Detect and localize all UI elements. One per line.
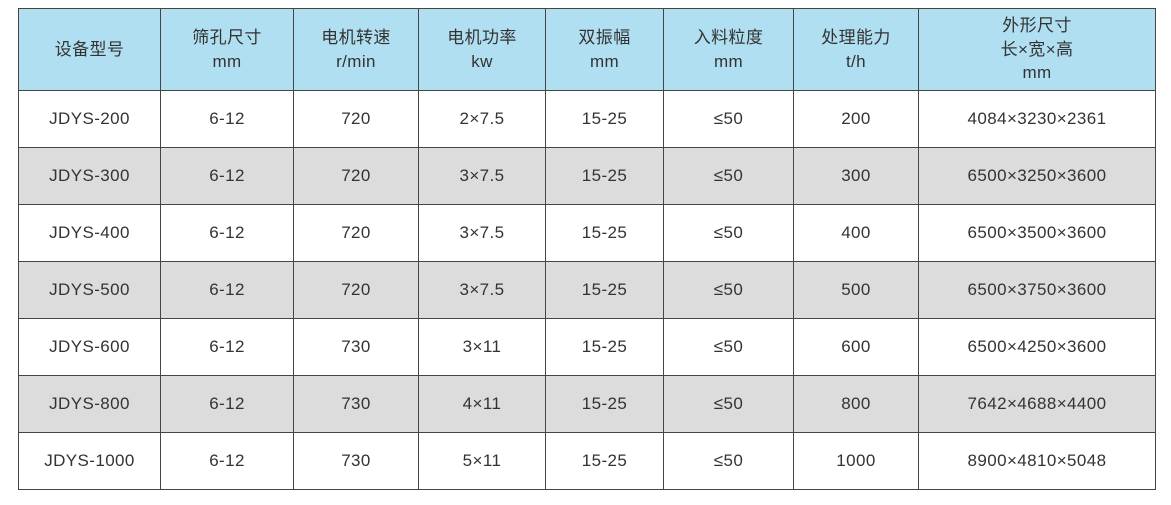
cell-double-amplitude: 15-25	[545, 318, 664, 376]
col-header-title: 电机转速	[321, 28, 391, 48]
cell-feed-size: ≤50	[663, 261, 794, 319]
col-header-dimensions: 外形尺寸 长×宽×高 mm	[918, 8, 1156, 91]
cell-motor-power: 3×7.5	[418, 147, 546, 205]
col-header-unit: mm	[713, 51, 744, 71]
cell-model: JDYS-500	[18, 261, 161, 319]
cell-model: JDYS-300	[18, 147, 161, 205]
col-header-model: 设备型号	[18, 8, 161, 91]
cell-dimensions: 6500×3750×3600	[918, 261, 1156, 319]
table-row: JDYS-800 6-12 730 4×11 15-25 ≤50 800 764…	[18, 375, 1156, 433]
table-row: JDYS-300 6-12 720 3×7.5 15-25 ≤50 300 65…	[18, 147, 1156, 205]
cell-dimensions: 4084×3230×2361	[918, 90, 1156, 148]
cell-double-amplitude: 15-25	[545, 90, 664, 148]
table-row: JDYS-400 6-12 720 3×7.5 15-25 ≤50 400 65…	[18, 204, 1156, 262]
cell-dimensions: 8900×4810×5048	[918, 432, 1156, 490]
cell-screen-hole-size: 6-12	[160, 375, 294, 433]
cell-feed-size: ≤50	[663, 432, 794, 490]
table-row: JDYS-500 6-12 720 3×7.5 15-25 ≤50 500 65…	[18, 261, 1156, 319]
cell-capacity: 800	[793, 375, 919, 433]
cell-motor-speed: 720	[293, 261, 419, 319]
cell-feed-size: ≤50	[663, 318, 794, 376]
cell-screen-hole-size: 6-12	[160, 432, 294, 490]
cell-motor-speed: 720	[293, 147, 419, 205]
cell-screen-hole-size: 6-12	[160, 204, 294, 262]
cell-motor-speed: 720	[293, 204, 419, 262]
cell-feed-size: ≤50	[663, 147, 794, 205]
col-header-motor-power: 电机功率 kw	[418, 8, 546, 91]
cell-screen-hole-size: 6-12	[160, 318, 294, 376]
cell-motor-power: 3×11	[418, 318, 546, 376]
col-header-unit: mm	[212, 51, 242, 71]
cell-motor-speed: 730	[293, 318, 419, 376]
col-header-title: 外形尺寸	[1002, 16, 1072, 36]
cell-motor-speed: 720	[293, 90, 419, 148]
cell-double-amplitude: 15-25	[545, 261, 664, 319]
cell-model: JDYS-800	[18, 375, 161, 433]
cell-feed-size: ≤50	[663, 204, 794, 262]
cell-double-amplitude: 15-25	[545, 375, 664, 433]
cell-motor-power: 5×11	[418, 432, 546, 490]
col-header-screen-hole-size: 筛孔尺寸 mm	[160, 8, 294, 91]
table-header: 设备型号 筛孔尺寸 mm 电机转速 r/min 电机功率 kw 双振幅 m	[18, 8, 1156, 91]
cell-dimensions: 6500×3500×3600	[918, 204, 1156, 262]
cell-motor-power: 4×11	[418, 375, 546, 433]
col-header-feed-size: 入料粒度 mm	[663, 8, 794, 91]
col-header-unit: mm	[1022, 63, 1052, 83]
cell-motor-power: 3×7.5	[418, 204, 546, 262]
cell-capacity: 200	[793, 90, 919, 148]
col-header-unit: t/h	[845, 51, 867, 71]
col-header-capacity: 处理能力 t/h	[793, 8, 919, 91]
cell-screen-hole-size: 6-12	[160, 90, 294, 148]
cell-motor-power: 2×7.5	[418, 90, 546, 148]
cell-screen-hole-size: 6-12	[160, 147, 294, 205]
header-row: 设备型号 筛孔尺寸 mm 电机转速 r/min 电机功率 kw 双振幅 m	[18, 8, 1156, 91]
cell-model: JDYS-400	[18, 204, 161, 262]
cell-dimensions: 7642×4688×4400	[918, 375, 1156, 433]
cell-capacity: 400	[793, 204, 919, 262]
cell-model: JDYS-1000	[18, 432, 161, 490]
cell-model: JDYS-200	[18, 90, 161, 148]
col-header-title: 筛孔尺寸	[192, 28, 262, 48]
cell-screen-hole-size: 6-12	[160, 261, 294, 319]
col-header-unit: r/min	[336, 51, 376, 71]
cell-dimensions: 6500×3250×3600	[918, 147, 1156, 205]
cell-feed-size: ≤50	[663, 375, 794, 433]
col-header-title: 电机功率	[447, 28, 517, 48]
table-body: JDYS-200 6-12 720 2×7.5 15-25 ≤50 200 40…	[18, 90, 1156, 490]
cell-double-amplitude: 15-25	[545, 432, 664, 490]
col-header-double-amplitude: 双振幅 mm	[545, 8, 664, 91]
cell-motor-speed: 730	[293, 432, 419, 490]
col-header-title: 入料粒度	[693, 28, 764, 48]
col-header-unit: kw	[471, 51, 493, 71]
col-header-motor-speed: 电机转速 r/min	[293, 8, 419, 91]
table-row: JDYS-200 6-12 720 2×7.5 15-25 ≤50 200 40…	[18, 90, 1156, 148]
cell-capacity: 1000	[793, 432, 919, 490]
table-row: JDYS-1000 6-12 730 5×11 15-25 ≤50 1000 8…	[18, 432, 1156, 490]
cell-capacity: 500	[793, 261, 919, 319]
cell-double-amplitude: 15-25	[545, 147, 664, 205]
cell-motor-power: 3×7.5	[418, 261, 546, 319]
cell-feed-size: ≤50	[663, 90, 794, 148]
col-header-subtitle: 长×宽×高	[1000, 39, 1074, 59]
cell-dimensions: 6500×4250×3600	[918, 318, 1156, 376]
cell-motor-speed: 730	[293, 375, 419, 433]
col-header-unit: mm	[589, 51, 620, 71]
cell-double-amplitude: 15-25	[545, 204, 664, 262]
equipment-spec-table: 设备型号 筛孔尺寸 mm 电机转速 r/min 电机功率 kw 双振幅 m	[18, 8, 1156, 490]
cell-capacity: 300	[793, 147, 919, 205]
cell-model: JDYS-600	[18, 318, 161, 376]
cell-capacity: 600	[793, 318, 919, 376]
col-header-title: 处理能力	[821, 28, 891, 48]
col-header-title: 设备型号	[54, 39, 125, 59]
table-row: JDYS-600 6-12 730 3×11 15-25 ≤50 600 650…	[18, 318, 1156, 376]
col-header-title: 双振幅	[578, 28, 631, 48]
